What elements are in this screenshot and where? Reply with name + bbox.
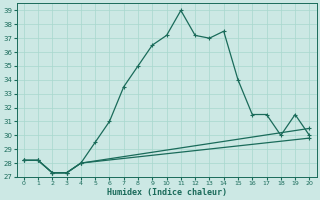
X-axis label: Humidex (Indice chaleur): Humidex (Indice chaleur)	[107, 188, 227, 197]
